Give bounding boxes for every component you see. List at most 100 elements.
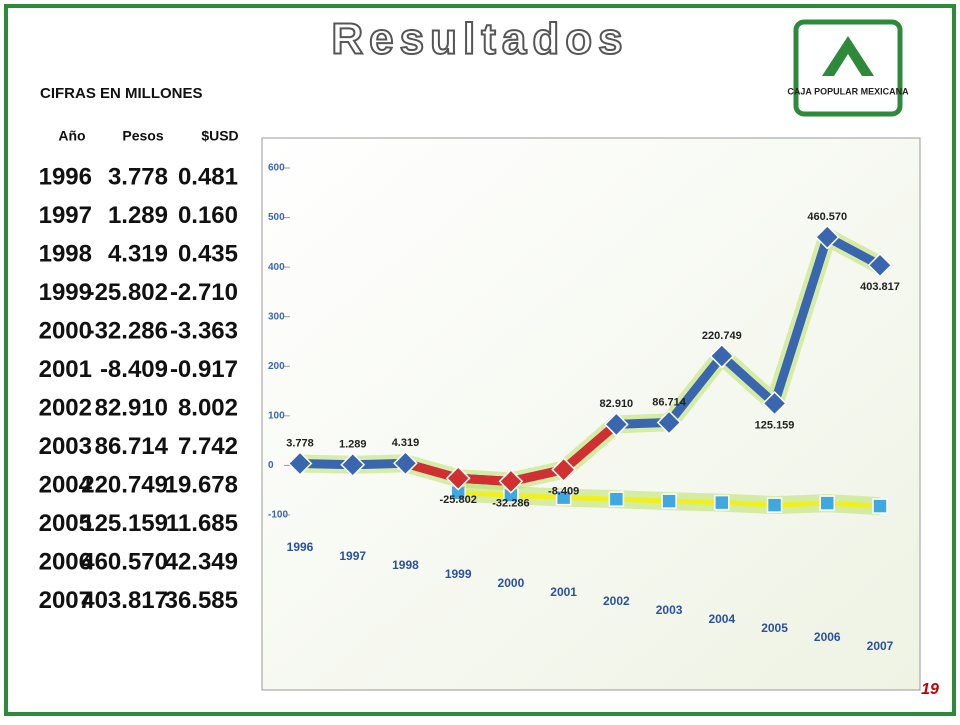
table-cell: 2000 [39,317,92,344]
marker [603,411,629,437]
table-cell: 460.570 [81,548,168,575]
logo-mark [822,36,874,76]
table-cell: -2.710 [170,279,238,306]
y-tick-label: 0 [268,460,274,471]
marker [709,343,735,369]
y-tick-label: -100 [268,510,288,521]
table-cell: 2007 [39,587,92,614]
x-tick-label: 2001 [550,585,577,599]
table-cell: 125.159 [81,510,168,537]
table-cell: -25.802 [87,279,168,306]
marker [819,495,836,511]
x-tick-label: 2005 [761,621,788,635]
y-tick-label: 500 [268,212,285,223]
marker [551,457,577,482]
marker [445,465,471,491]
data-label: -32.286 [492,497,529,509]
data-label: 4.319 [392,437,420,449]
column-header: $USD [201,128,238,144]
marker [766,497,783,513]
table-cell: 1.289 [108,202,168,229]
column-header: Pesos [122,128,163,144]
chart-panel [261,137,921,691]
page-number: 19 [921,681,939,698]
y-tick-label: 300 [268,311,285,322]
marker [555,489,572,506]
x-tick-label: 2003 [656,603,683,617]
data-label: 460.570 [807,211,847,223]
data-label: -8.409 [548,486,579,498]
negative-segment [560,420,620,474]
table-cell: 403.817 [81,587,168,614]
y-tick-label: 200 [268,361,285,372]
y-tick-label: 600 [268,163,285,174]
y-tick-label: 400 [268,262,285,273]
table-cell: -8.409 [100,356,168,383]
marker [393,450,418,476]
table-cell: 1999 [39,279,92,306]
table-cell: 1996 [39,163,92,190]
table-cell: 1998 [39,240,92,267]
x-tick-label: 2004 [708,612,735,626]
table-cell: 2001 [39,356,92,383]
table-cell: 7.742 [178,433,238,460]
x-tick-label: 1999 [445,567,472,581]
table-cell: 82.910 [95,394,168,421]
table-cell: 86.714 [95,433,169,460]
x-tick-label: 1998 [392,558,419,572]
marker [608,491,625,507]
table-cell: 0.160 [178,202,238,229]
table-cell: 2002 [39,394,92,421]
data-label: 86.714 [652,396,687,408]
data-label: 1.289 [339,439,367,451]
y-tick-label: 100 [268,410,285,421]
marker [661,493,677,509]
x-tick-label: 2002 [603,594,630,608]
x-tick-label: 2006 [814,630,841,644]
table-cell: 1997 [39,202,92,229]
marker [340,452,366,478]
marker [867,252,893,278]
title: Resultados [331,15,628,64]
marker [287,451,313,476]
data-label: 3.778 [286,437,314,449]
table-cell: -3.363 [170,317,238,344]
marker [872,498,888,514]
marker [498,469,524,494]
column-header: Año [58,128,85,144]
table-cell: 220.749 [81,471,168,498]
table-cell: 4.319 [108,240,168,267]
table-cell: 19.678 [165,471,238,498]
table-cell: 2005 [39,510,92,537]
logo-text: CAJA POPULAR MEXICANA [787,86,909,96]
logo-box [793,19,903,117]
table-cell: 0.435 [178,240,238,267]
table-cell: 11.685 [166,510,238,537]
table-cell: 2003 [39,433,92,460]
data-label: 403.817 [860,281,900,293]
marker [656,410,682,435]
x-tick-label: 2007 [867,639,894,653]
table-cell: 0.481 [178,163,238,190]
table-cell: 36.585 [165,587,238,614]
x-tick-label: 2000 [498,576,525,590]
data-label: 82.910 [600,398,634,410]
table-cell: 2004 [39,471,93,498]
table-cell: 2006 [39,548,92,575]
table-cell: 3.778 [108,163,168,190]
data-label: 125.159 [755,419,795,431]
data-label: -25.802 [440,494,477,506]
table-cell: -32.286 [87,317,168,344]
marker [814,224,840,250]
x-tick-label: 1997 [339,549,366,563]
table-cell: -0.917 [170,356,238,383]
table-cell: 8.002 [178,394,238,421]
frame [4,4,956,716]
x-tick-label: 1996 [287,540,314,554]
table-cell: 42.349 [165,548,238,575]
data-label: 220.749 [702,330,742,342]
marker [762,391,787,416]
subtitle: CIFRAS EN MILLONES [40,85,203,102]
marker [714,494,730,511]
